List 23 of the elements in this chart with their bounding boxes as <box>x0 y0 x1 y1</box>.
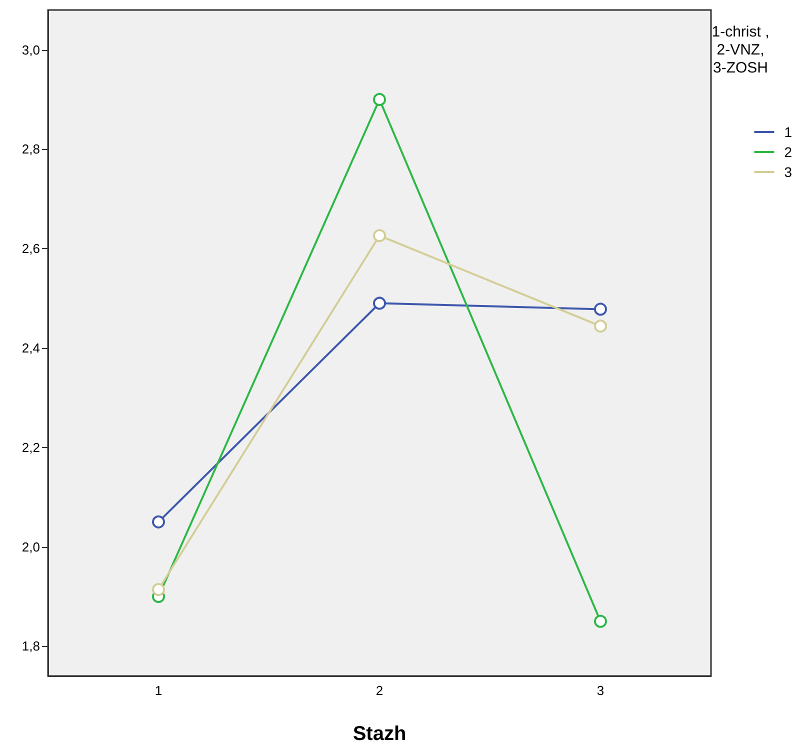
x-axis-title: Stazh <box>352 723 406 745</box>
y-tick-label: 2,8 <box>22 142 40 157</box>
point <box>373 229 386 242</box>
x-tick-label: 2 <box>376 683 384 698</box>
point <box>373 296 386 310</box>
point <box>152 515 165 528</box>
point <box>152 583 165 596</box>
point <box>594 614 607 628</box>
legend-label: 3 <box>784 164 792 180</box>
y-tick-label: 2,4 <box>22 340 40 356</box>
point <box>594 320 607 333</box>
y-tick-label: 3,0 <box>22 42 40 58</box>
y-tick-label: 2,6 <box>22 241 40 256</box>
x-tick-label: 3 <box>596 683 604 698</box>
legend-label: 1 <box>784 124 792 140</box>
y-tick-label: 2,2 <box>22 440 40 455</box>
legend-label: 2 <box>784 144 792 160</box>
point <box>594 302 607 316</box>
y-tick-label: 2,0 <box>22 539 40 554</box>
x-tick-label: 1 <box>154 683 162 698</box>
y-tick-label: 1,8 <box>22 638 40 654</box>
legend-title: 1-christ , 2-VNZ, 3-ZOSH <box>712 24 770 76</box>
point <box>373 92 386 106</box>
